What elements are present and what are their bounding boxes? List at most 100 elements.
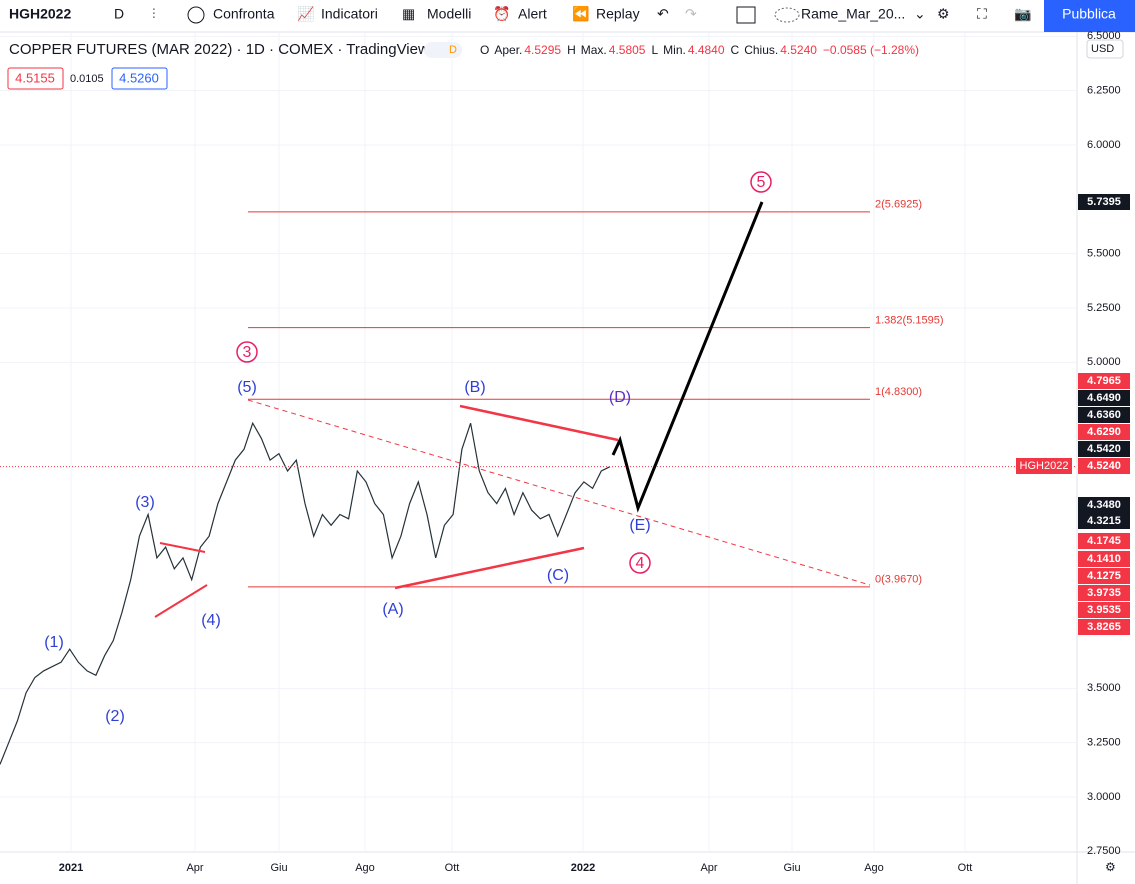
drawing <box>154 584 208 618</box>
currency[interactable]: USD <box>1091 43 1114 55</box>
symbol-tag <box>1016 458 1072 474</box>
layout-menu[interactable]: ⌄ <box>914 6 926 22</box>
redo[interactable]: ↷ <box>685 6 697 22</box>
plot: 6.5000 6.2500 6.0000 5.5000 5.2500 5.0000 3.50… <box>0 30 1121 874</box>
wave-label: 5 <box>757 174 766 191</box>
price-badge <box>1078 568 1130 584</box>
drawing <box>459 404 619 442</box>
ask-box <box>111 67 168 90</box>
replay[interactable]: Replay <box>596 6 640 22</box>
price-badge <box>1078 407 1130 423</box>
templates[interactable]: Modelli <box>427 6 471 22</box>
snapshot[interactable]: 📷 <box>1014 6 1031 23</box>
price-badge-label: 4.5240 <box>1087 460 1121 472</box>
price-badge <box>1078 373 1130 389</box>
x-tick-label: 2021 <box>59 862 83 874</box>
x-tick-label: Ago <box>355 862 375 874</box>
wave-label: (C) <box>547 567 569 584</box>
wave-circle <box>629 552 651 574</box>
compare[interactable]: Confronta <box>213 6 275 22</box>
wave-label: (3) <box>135 494 155 511</box>
interval[interactable]: D <box>114 6 124 22</box>
undo[interactable]: ↶ <box>657 6 669 22</box>
price-badge-label: 4.6360 <box>1087 409 1121 421</box>
ohlc-value: 4.5240 <box>780 43 817 57</box>
bar-style-icon[interactable]: ⫶ <box>152 6 156 22</box>
bid: 4.5155 <box>15 70 55 85</box>
y-tick-label: 5.2500 <box>1087 302 1121 314</box>
legend-badge: D <box>449 44 457 56</box>
price-badge-label: 4.3215 <box>1087 515 1121 527</box>
axis-settings[interactable]: ⚙ <box>1105 860 1116 874</box>
y-tick-label: 6.0000 <box>1087 139 1121 151</box>
ohlc-value: 4.5805 <box>609 43 646 57</box>
indicators[interactable]: Indicatori <box>321 6 378 22</box>
price-badge-label: 4.6290 <box>1087 426 1121 438</box>
x-tick-label: Giu <box>270 862 287 874</box>
wave-label: (B) <box>464 379 485 396</box>
x-tick-label: 2022 <box>571 862 595 874</box>
currency-box[interactable] <box>1086 39 1124 59</box>
ask: 4.5260 <box>119 70 159 85</box>
fullscreen-box[interactable] <box>736 6 756 24</box>
alert-icon[interactable]: ⏰ <box>493 5 510 23</box>
ohlc-key: H <box>567 43 576 57</box>
price-badge <box>1078 458 1130 474</box>
compare-icon[interactable] <box>187 6 205 24</box>
projection <box>611 201 764 513</box>
price-badge-label: 4.3480 <box>1087 499 1121 511</box>
price-badge <box>1078 533 1130 549</box>
price-badge-label: 4.1275 <box>1087 570 1121 582</box>
spread: 0.0105 <box>70 73 104 85</box>
ohlc-label: Aper. <box>494 43 522 57</box>
y-tick-label: 6.5000 <box>1087 30 1121 42</box>
y-tick-label: 3.0000 <box>1087 791 1121 803</box>
publish[interactable]: Pubblica <box>1062 6 1116 22</box>
wave-label: 4 <box>636 555 645 572</box>
fib-label: 1.382(5.1595) <box>875 315 944 327</box>
layout-name[interactable]: Rame_Mar_20... <box>801 6 905 22</box>
y-tick-label: 3.5000 <box>1087 682 1121 694</box>
price-badge <box>1078 390 1130 406</box>
fullscreen[interactable]: ⛶ <box>977 6 987 22</box>
publish-button[interactable] <box>1044 0 1135 32</box>
ohlc-label: Max. <box>581 43 607 57</box>
price-badge <box>1078 441 1130 457</box>
ohlc-value: 4.4840 <box>688 43 725 57</box>
price-badge <box>1078 585 1130 601</box>
price-badge <box>1078 497 1130 513</box>
legend-badge-bg <box>424 42 462 58</box>
ohlc-label: Min. <box>663 43 686 57</box>
alert[interactable]: Alert <box>518 6 547 22</box>
drawing <box>394 546 585 590</box>
bid-box <box>7 67 64 90</box>
price-badge-label: 3.9535 <box>1087 604 1121 616</box>
y-tick-label: 2.7500 <box>1087 845 1121 857</box>
price-badge-label: 4.5420 <box>1087 443 1121 455</box>
cloud-icon[interactable] <box>774 7 800 23</box>
templates-icon[interactable]: ▦ <box>402 6 415 22</box>
wave-label: (D) <box>609 389 631 406</box>
indicators-icon[interactable]: 📈 <box>297 6 314 23</box>
fib-label: 0(3.9670) <box>875 574 922 586</box>
y-tick-label: 3.2500 <box>1087 737 1121 749</box>
ohlc-key: C <box>731 43 740 57</box>
price-badge <box>1078 424 1130 440</box>
wave-label: (A) <box>382 601 403 618</box>
y-tick-label: 5.0000 <box>1087 356 1121 368</box>
symbol-tag-label: HGH2022 <box>1020 460 1069 472</box>
drawing <box>247 399 871 586</box>
ohlc-change: −0.0585 (−1.28%) <box>823 43 919 57</box>
wave-label: (5) <box>237 379 257 396</box>
price-badge <box>1078 551 1130 567</box>
settings[interactable]: ⚙ <box>937 6 950 22</box>
wave-circle <box>750 171 772 193</box>
symbol[interactable]: HGH2022 <box>9 6 71 22</box>
x-tick-label: Ago <box>864 862 884 874</box>
price-badge <box>1078 194 1130 210</box>
fib-label: 2(5.6925) <box>875 199 922 211</box>
wave-label: (1) <box>44 634 64 651</box>
price-badge-label: 3.9735 <box>1087 587 1121 599</box>
replay-icon[interactable]: ⏪ <box>572 6 589 23</box>
x-tick-label: Apr <box>186 862 203 874</box>
